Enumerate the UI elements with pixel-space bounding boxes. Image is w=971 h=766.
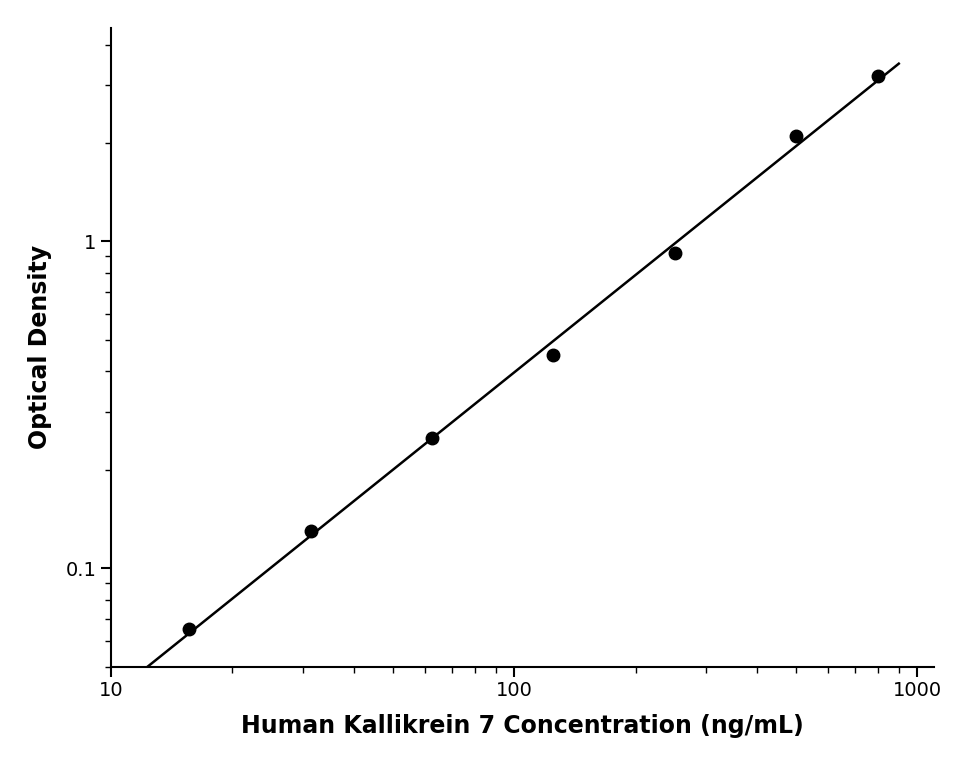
X-axis label: Human Kallikrein 7 Concentration (ng/mL): Human Kallikrein 7 Concentration (ng/mL)	[241, 714, 804, 738]
Y-axis label: Optical Density: Optical Density	[28, 245, 51, 450]
